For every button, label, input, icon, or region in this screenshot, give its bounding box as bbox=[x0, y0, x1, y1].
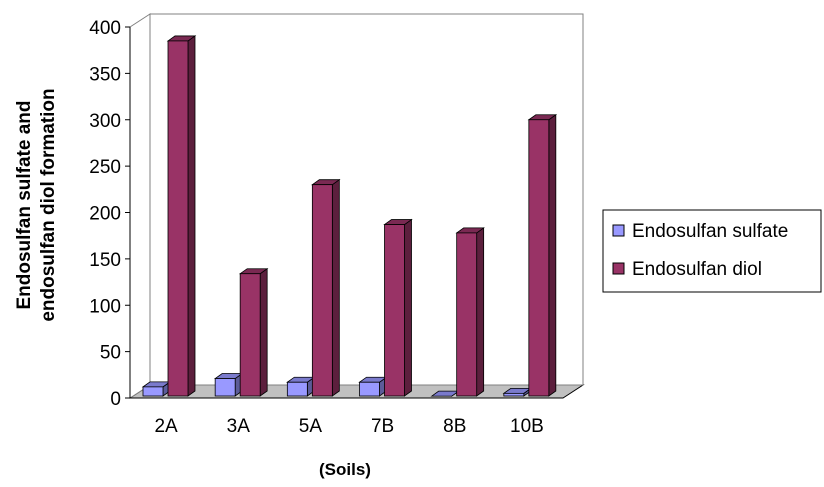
y-tick-label: 150 bbox=[89, 250, 121, 271]
x-tick-label-5a: 5A bbox=[299, 416, 323, 437]
y-tick-label: 100 bbox=[89, 296, 121, 317]
y-axis-label-line-2: endosulfan diol formation bbox=[38, 88, 59, 321]
y-tick-label: 50 bbox=[100, 343, 121, 364]
bar-endosulfan-sulfate-7b bbox=[358, 376, 388, 397]
bars bbox=[141, 35, 558, 397]
y-tick-label: 250 bbox=[89, 157, 121, 178]
legend: Endosulfan sulfate Endosulfan diol bbox=[602, 209, 822, 293]
legend-swatch-endosulfan-sulfate bbox=[612, 224, 625, 237]
back-wall bbox=[149, 13, 584, 386]
bar-endosulfan-diol-2a bbox=[166, 35, 197, 397]
x-tick-label-8b: 8B bbox=[443, 416, 466, 437]
x-tick-labels: 2A 3A 5A 7B 8B 10B bbox=[154, 416, 543, 437]
x-tick-label-7b: 7B bbox=[371, 416, 394, 437]
plot-frame bbox=[128, 13, 585, 399]
legend-swatch-endosulfan-diol bbox=[612, 262, 625, 275]
y-axis-label: Endosulfan sulfate and endosulfan diol f… bbox=[14, 88, 59, 321]
bar-endosulfan-sulfate-3a bbox=[213, 372, 244, 397]
bar-endosulfan-diol-8b bbox=[455, 227, 485, 397]
y-tick-label: 0 bbox=[110, 389, 121, 410]
y-tick-label: 300 bbox=[89, 111, 121, 132]
bar-endosulfan-sulfate-2a bbox=[141, 381, 172, 397]
x-tick-label-10b: 10B bbox=[510, 416, 544, 437]
bar-endosulfan-sulfate-5a bbox=[286, 376, 316, 397]
x-tick-label-3a: 3A bbox=[227, 416, 251, 437]
y-tick-labels: 0 50 100 150 200 250 300 350 400 bbox=[89, 18, 130, 410]
side-wall bbox=[129, 13, 151, 399]
x-axis-label: (Soils) bbox=[319, 460, 371, 479]
legend-label-endosulfan-diol: Endosulfan diol bbox=[632, 259, 762, 280]
bar-endosulfan-diol-10b bbox=[527, 113, 558, 397]
y-tick-label: 200 bbox=[89, 204, 121, 225]
bar-endosulfan-diol-3a bbox=[238, 267, 269, 397]
y-axis-label-line-1: Endosulfan sulfate and bbox=[14, 100, 35, 309]
bar-endosulfan-diol-5a bbox=[311, 178, 341, 397]
legend-box bbox=[602, 209, 822, 293]
x-tick-label-2a: 2A bbox=[154, 416, 178, 437]
y-tick-label: 400 bbox=[89, 18, 121, 39]
bar-endosulfan-diol-7b bbox=[383, 218, 413, 397]
legend-label-endosulfan-sulfate: Endosulfan sulfate bbox=[632, 221, 788, 242]
y-tick-label: 350 bbox=[89, 64, 121, 85]
